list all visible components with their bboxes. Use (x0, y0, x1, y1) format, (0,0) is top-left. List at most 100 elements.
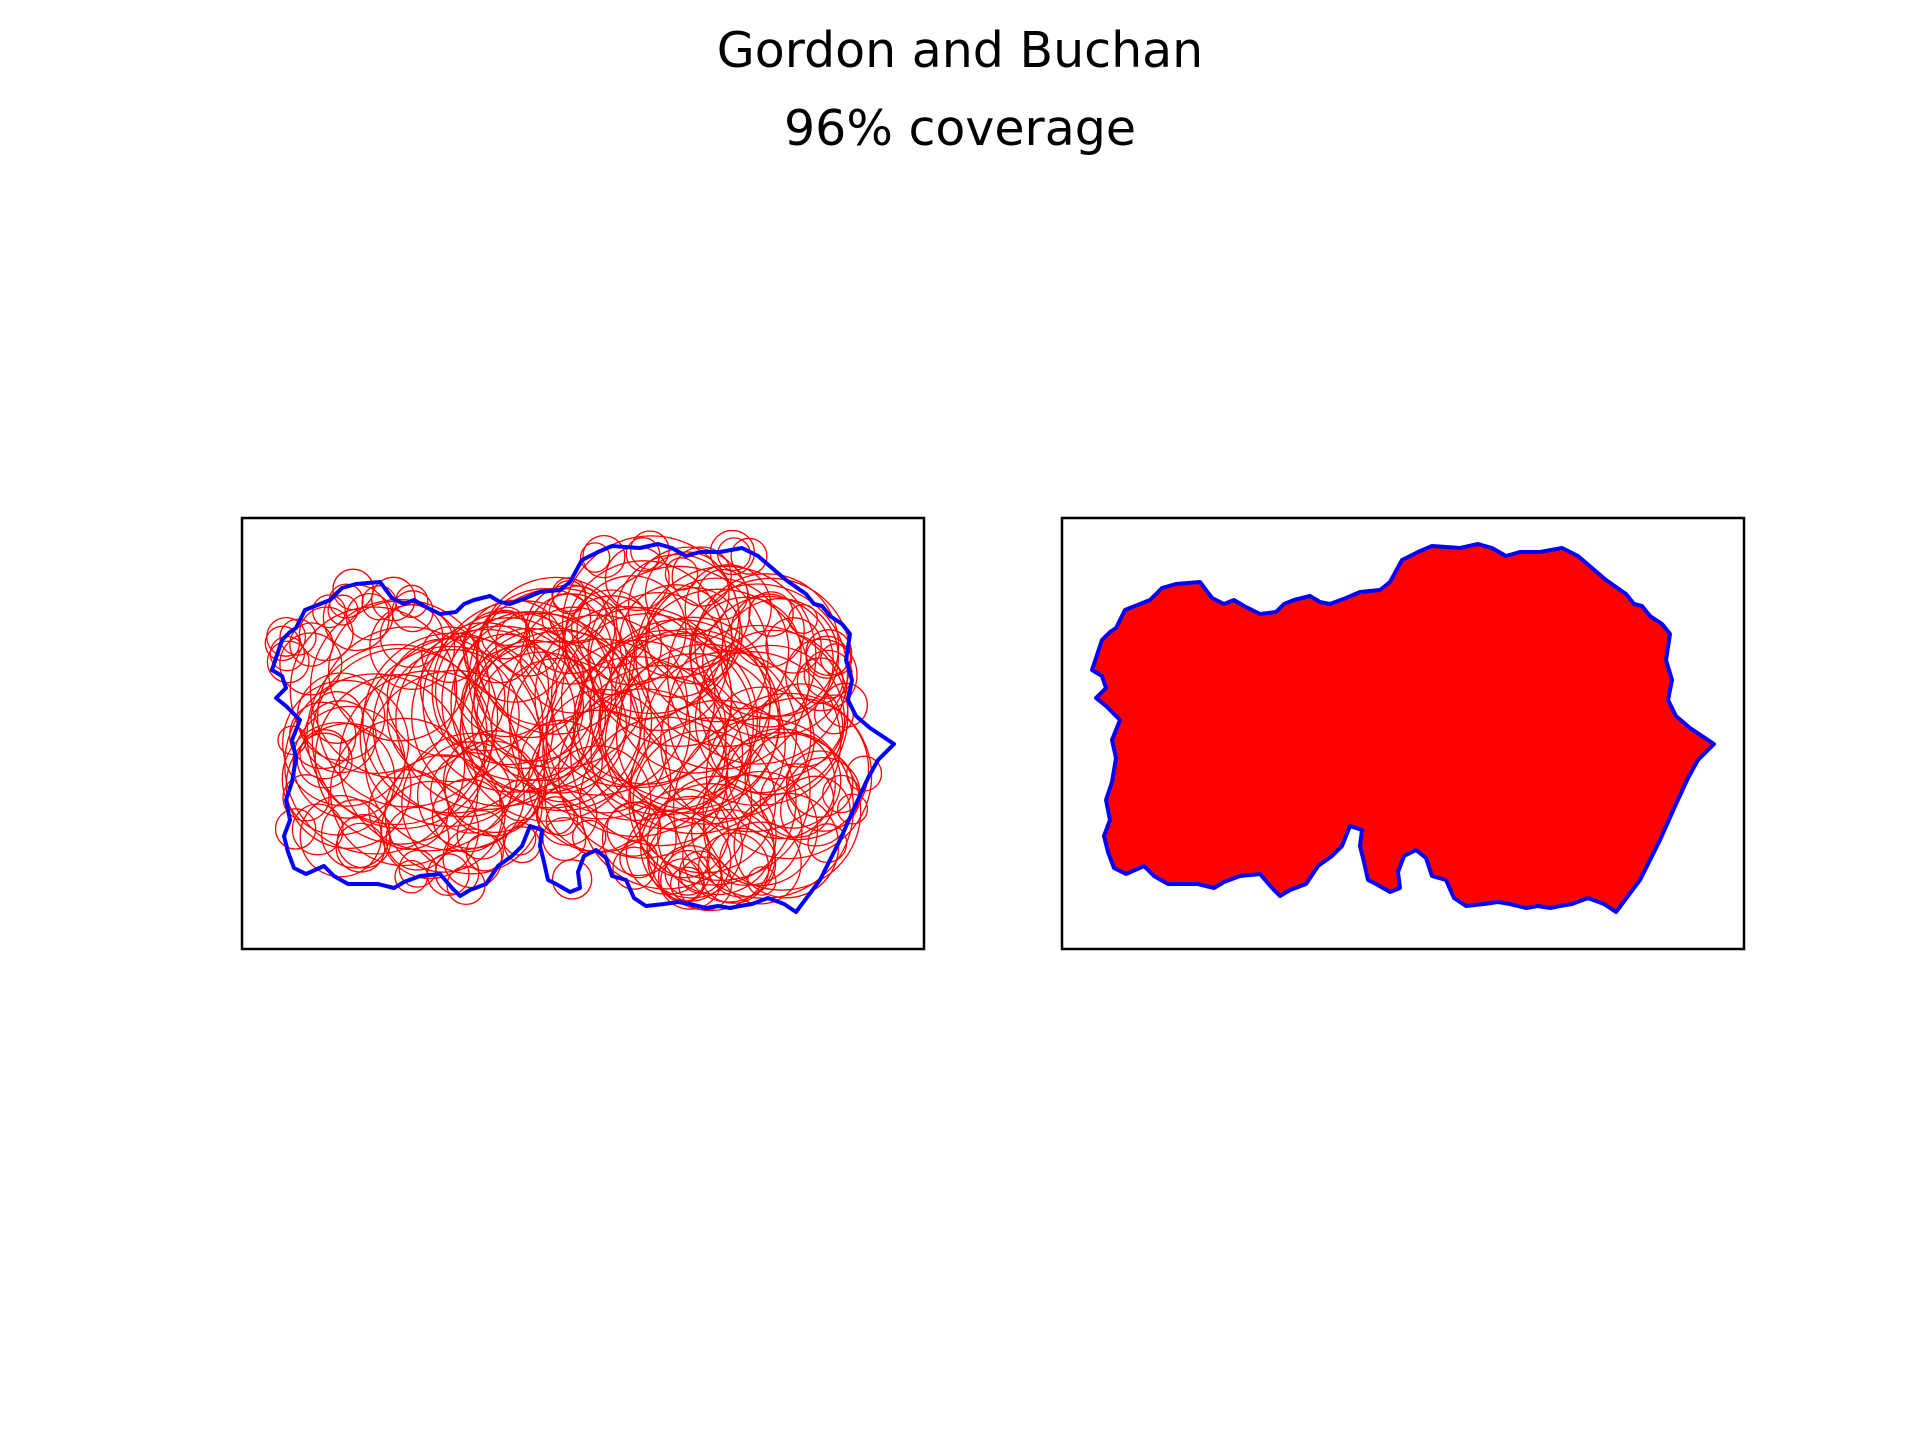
coverage-circle (579, 542, 611, 573)
coverage-circle (615, 553, 740, 678)
coverage-circle (561, 595, 663, 696)
region-boundary-left (270, 542, 896, 914)
coverage-circle (545, 639, 727, 822)
coverage-circle (628, 588, 810, 770)
coverage-circle (277, 725, 307, 755)
coverage-circle (707, 686, 815, 794)
coverage-circle (576, 629, 759, 812)
coverage-circle (364, 669, 546, 852)
coverage-circle (327, 594, 359, 626)
coverage-circle (264, 625, 301, 662)
circles-panel (240, 516, 926, 951)
coverage-circle (666, 583, 849, 765)
coverage-circle (657, 845, 723, 910)
region-boundary-right (1090, 542, 1716, 914)
coverage-circle (788, 604, 818, 634)
coverage-circle (299, 729, 350, 780)
coverage-circle (431, 778, 506, 853)
coverage-fill (1092, 544, 1714, 912)
coverage-circle (274, 808, 317, 850)
coverage-circle (310, 691, 364, 744)
coverage-circle (545, 655, 727, 838)
coverage-circle (697, 568, 749, 620)
coverage-circle (572, 634, 755, 816)
coverage-circle (657, 775, 777, 896)
coverage-circle (758, 683, 844, 768)
coverage-circle (320, 799, 391, 869)
figure-title: Gordon and Buchan (716, 22, 1204, 79)
coverage-circle (314, 674, 486, 845)
coverage-circle (629, 699, 811, 881)
coverage-circle (619, 584, 733, 698)
coverage-circle (292, 705, 406, 819)
coverage-circle (645, 587, 743, 685)
coverage-circle (520, 719, 603, 803)
coverage-circle (625, 537, 661, 572)
coverage-circle (551, 859, 593, 900)
coverage-circle (748, 591, 794, 637)
coverage-circle (682, 808, 776, 903)
coverage-circles (264, 529, 883, 912)
coverage-circle (644, 577, 790, 723)
coverage-circle (453, 633, 558, 738)
coverage-circle (385, 806, 450, 871)
coverage-circle (542, 688, 667, 814)
coverage-circle (765, 617, 822, 674)
coverage-circle (702, 731, 862, 891)
coverage-circle (386, 649, 520, 783)
coverage-circle (664, 557, 699, 591)
coverage-circle (495, 611, 561, 677)
coverage-circle (429, 751, 512, 834)
coverage-circle (506, 614, 689, 796)
coverage-circle (535, 796, 575, 836)
coverage-circle (345, 592, 394, 641)
coverage-circle (785, 750, 854, 818)
coverage-circle (545, 803, 579, 837)
coverage-circle (291, 803, 344, 856)
coverage-circle (612, 846, 656, 890)
coverage-circle (698, 629, 849, 780)
coverage-circle (690, 774, 803, 886)
coverage-circle (282, 679, 410, 807)
figure-title-block: Gordon and Buchan 96% coverage (0, 18, 1920, 162)
coverage-circle (541, 593, 592, 643)
coverage-circle (450, 612, 632, 794)
coverage-circle (284, 673, 466, 855)
coverage-circle (369, 604, 456, 690)
coverage-circle (779, 775, 851, 847)
coverage-subtitle: 96% coverage (784, 100, 1136, 157)
coverage-circle (796, 657, 844, 705)
coverage-circle (395, 628, 577, 811)
coverage-circle (747, 866, 777, 896)
coverage-circle (582, 534, 626, 579)
coverage-circle (338, 670, 520, 852)
coverage-circle (689, 596, 802, 710)
filled-panel (1060, 516, 1746, 951)
coverage-circle (311, 647, 493, 830)
coverage-circle (299, 794, 383, 878)
coverage-circle (281, 721, 396, 836)
coverage-circle (289, 622, 334, 667)
coverage-circle (724, 728, 836, 840)
coverage-circle (336, 814, 392, 869)
coverage-circle (705, 692, 873, 860)
coverage-circle (570, 589, 651, 669)
coverage-circle (744, 731, 842, 829)
coverage-circle (309, 598, 490, 779)
coverage-circle (664, 849, 711, 896)
coverage-circle (820, 643, 853, 676)
coverage-circle (694, 573, 840, 719)
coverage-circle (678, 850, 723, 894)
coverage-circle (421, 626, 478, 683)
coverage-circle (536, 785, 598, 846)
coverage-circle (579, 716, 753, 890)
coverage-circle (822, 682, 868, 728)
coverage-circle (640, 795, 743, 899)
coverage-circle (671, 546, 732, 607)
coverage-circle (266, 640, 310, 684)
coverage-circle (604, 653, 786, 835)
coverage-circle (589, 618, 771, 801)
coverage-circle (836, 793, 869, 825)
coverage-circle (625, 810, 711, 896)
